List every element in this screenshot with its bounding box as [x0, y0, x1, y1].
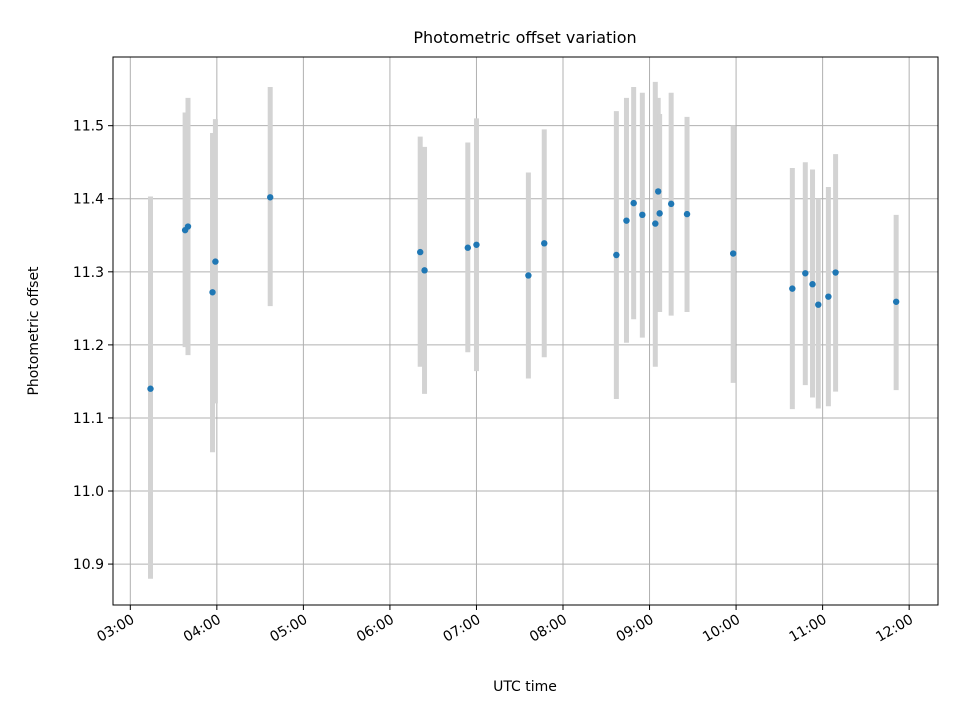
- y-tick-label: 11.4: [73, 192, 104, 208]
- data-point: [815, 301, 822, 308]
- y-tick-label: 11.1: [73, 411, 104, 427]
- data-point: [654, 188, 662, 195]
- data-point: [802, 270, 809, 277]
- data-point: [525, 272, 532, 279]
- x-axis-label: UTC time: [493, 679, 557, 695]
- plot-frame: [112, 56, 939, 606]
- plot-area: [113, 57, 938, 605]
- data-point: [147, 385, 154, 392]
- data-point: [212, 258, 219, 265]
- data-point: [639, 211, 646, 219]
- y-tick-label: 11.2: [73, 338, 104, 354]
- data-point: [417, 248, 424, 256]
- data-point: [209, 289, 216, 296]
- data-point: [184, 223, 192, 230]
- y-axis: 10.9 11.0 11.1 11.2 11.3 11.4 11.5: [73, 119, 113, 573]
- data-point: [623, 217, 630, 224]
- data-point: [809, 281, 816, 288]
- y-tick-label: 11.0: [73, 484, 104, 500]
- y-tick-label: 10.9: [73, 557, 104, 573]
- data-point: [832, 269, 839, 276]
- data-point: [683, 210, 691, 218]
- data-point: [825, 293, 832, 300]
- data-point: [421, 267, 428, 274]
- data-points: [147, 188, 900, 392]
- data-point: [656, 210, 663, 217]
- data-point: [630, 199, 637, 207]
- y-tick-label: 11.3: [73, 265, 104, 281]
- data-point: [613, 251, 620, 259]
- data-point: [473, 241, 480, 248]
- data-point: [652, 220, 659, 227]
- data-point: [789, 285, 796, 292]
- data-point: [729, 250, 737, 257]
- y-axis-label: Photometric offset: [26, 266, 42, 396]
- data-point: [541, 240, 548, 247]
- data-point: [464, 244, 472, 251]
- y-tick-label: 11.5: [73, 119, 104, 135]
- chart-title: Photometric offset variation: [413, 28, 636, 47]
- data-point: [667, 200, 675, 208]
- data-point: [892, 298, 900, 305]
- data-point: [267, 194, 274, 201]
